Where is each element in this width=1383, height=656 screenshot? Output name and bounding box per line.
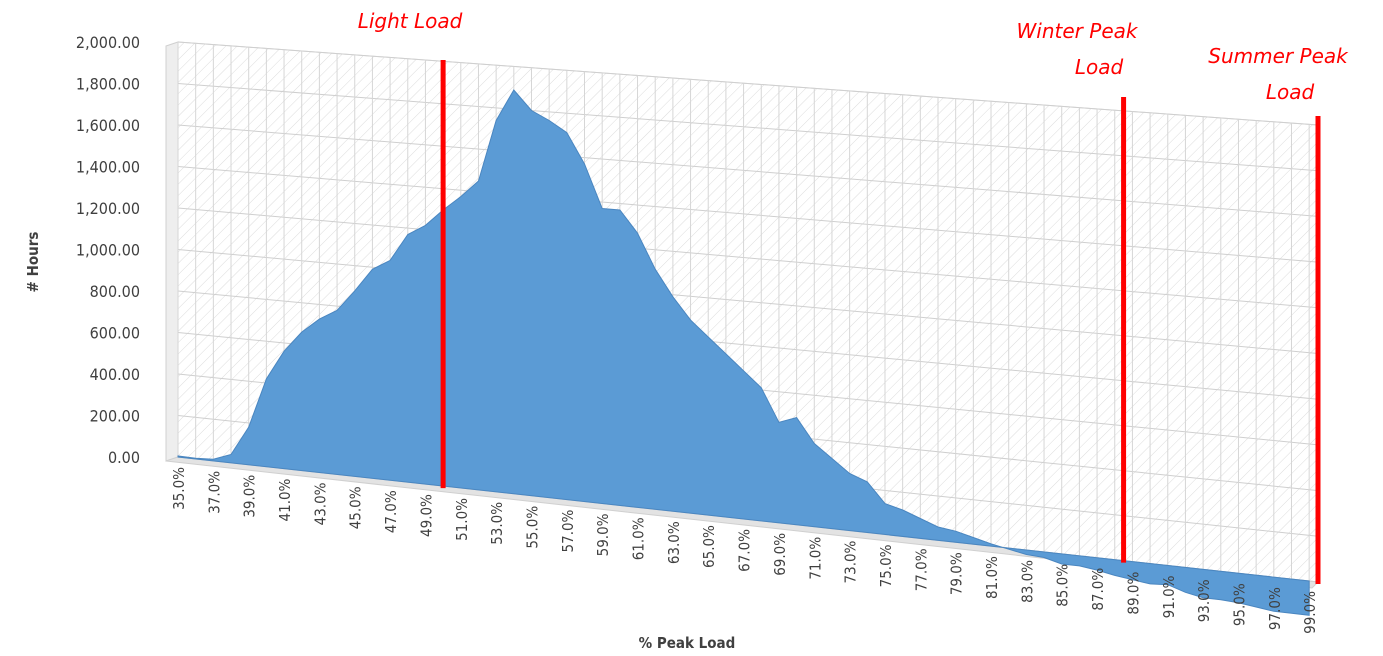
x-tick-label: 65.0% — [700, 525, 718, 568]
x-tick-label: 49.0% — [417, 494, 435, 537]
y-tick-label: 800.00 — [90, 282, 140, 301]
x-tick-label: 77.0% — [912, 548, 930, 591]
x-tick-label: 61.0% — [630, 517, 648, 560]
x-tick-label: 41.0% — [276, 478, 294, 521]
h-gridline — [177, 124, 1319, 217]
x-tick-label: 91.0% — [1160, 575, 1178, 618]
side-wall — [165, 41, 179, 462]
x-tick-label: 85.0% — [1054, 564, 1072, 607]
y-tick-label: 1,400.00 — [76, 158, 140, 177]
x-tick-label: 35.0% — [170, 467, 188, 510]
x-tick-label: 47.0% — [382, 490, 400, 533]
x-tick-label: 73.0% — [842, 540, 860, 583]
x-tick-label: 75.0% — [877, 544, 895, 587]
x-tick-label: 39.0% — [241, 475, 259, 518]
x-tick-label: 69.0% — [771, 533, 789, 576]
x-tick-label: 81.0% — [983, 556, 1001, 599]
h-gridline — [177, 166, 1319, 263]
y-tick-label: 2,000.00 — [76, 33, 140, 52]
h-gridline — [177, 207, 1319, 309]
x-tick-label: 79.0% — [948, 552, 966, 595]
x-tick-label: 63.0% — [665, 521, 683, 564]
series-area — [177, 89, 1310, 616]
y-axis-ticks: 0.00 200.00 400.00 600.00 800.00 1,000.00 1,20… — [76, 33, 140, 467]
y-tick-label: 0.00 — [108, 448, 140, 467]
x-tick-label: 67.0% — [736, 529, 754, 572]
x-tick-label: 93.0% — [1195, 579, 1213, 622]
x-tick-label: 89.0% — [1124, 572, 1142, 615]
annotation-label: Load — [1266, 80, 1315, 104]
x-tick-label: 37.0% — [205, 471, 223, 514]
x-tick-label: 57.0% — [559, 509, 577, 552]
x-tick-label: 51.0% — [453, 498, 471, 541]
x-tick-label: 55.0% — [524, 506, 542, 549]
annotation-label: Summer Peak — [1208, 44, 1349, 68]
y-tick-label: 1,000.00 — [76, 241, 140, 260]
x-axis-label: % Peak Load — [639, 634, 736, 652]
x-tick-label: 43.0% — [311, 482, 329, 525]
annotation-label: Load — [1075, 55, 1124, 79]
y-tick-label: 1,200.00 — [76, 199, 140, 218]
h-gridline — [177, 83, 1319, 172]
y-tick-label: 1,800.00 — [76, 75, 140, 94]
x-tick-label: 83.0% — [1018, 560, 1036, 603]
x-tick-label: 95.0% — [1231, 583, 1249, 626]
h-gridline — [177, 41, 1319, 126]
x-tick-label: 45.0% — [347, 486, 365, 529]
x-tick-label: 97.0% — [1266, 587, 1284, 630]
area-series — [177, 89, 1310, 616]
x-tick-label: 71.0% — [806, 537, 824, 580]
x-tick-label: 59.0% — [594, 513, 612, 556]
y-tick-label: 400.00 — [90, 365, 140, 384]
annotation-lines: Light Load Winter Peak Load Summer Peak Load — [358, 9, 1349, 584]
x-axis-ticks: 35.0% 37.0% 39.0% 41.0% 43.0% 45.0% 47.0% 49.0%… — [170, 467, 1319, 634]
h-gridline — [177, 249, 1319, 354]
annotation-label: Winter Peak — [1017, 19, 1139, 43]
x-tick-label: 87.0% — [1089, 568, 1107, 611]
y-tick-label: 200.00 — [90, 407, 140, 426]
y-tick-label: 600.00 — [90, 324, 140, 343]
x-tick-label: 99.0% — [1301, 591, 1319, 634]
y-tick-label: 1,600.00 — [76, 116, 140, 135]
x-tick-label: 53.0% — [488, 502, 506, 545]
y-axis-label: # Hours — [24, 232, 42, 293]
annotation-label: Light Load — [358, 9, 463, 33]
